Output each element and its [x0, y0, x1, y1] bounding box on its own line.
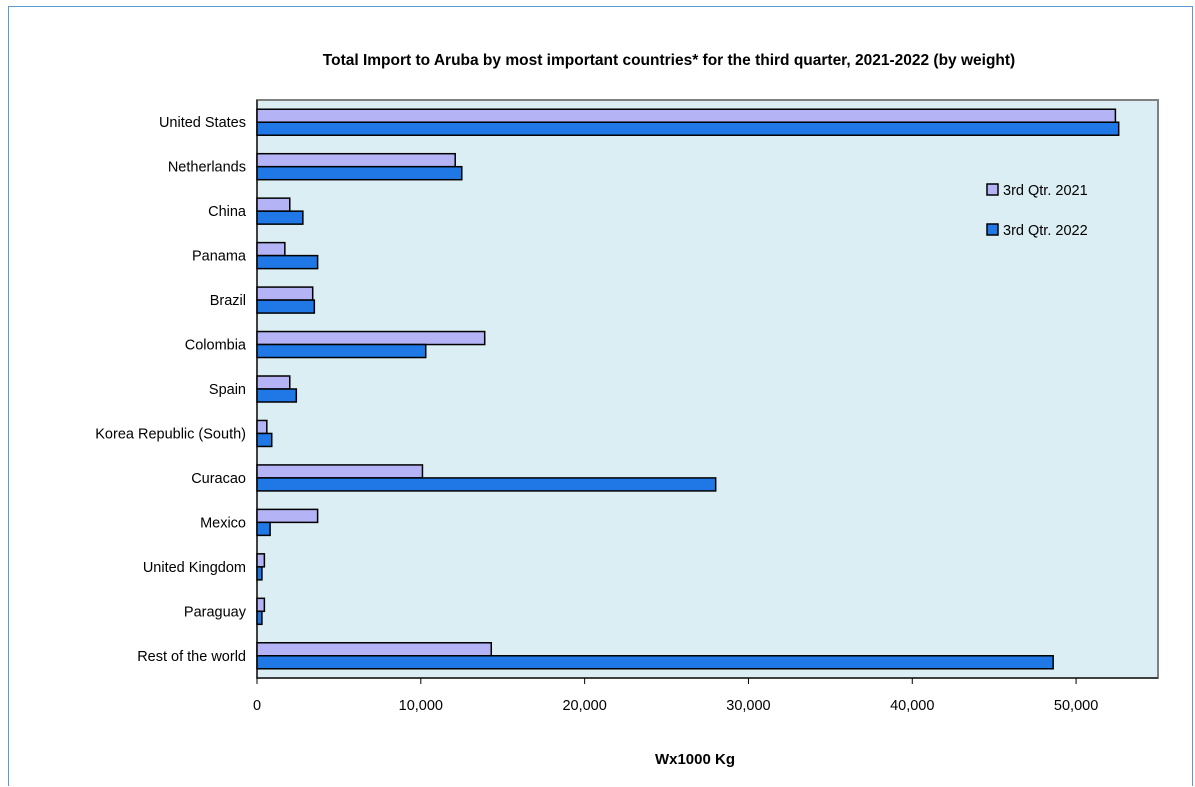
- bar-korea-republic-south-3rd-qtr-2021: [256, 419, 268, 435]
- legend-label-3rd-qtr-2022: 3rd Qtr. 2022: [1003, 223, 1088, 239]
- category-label-mexico: Mexico: [200, 515, 246, 531]
- bar-spain-3rd-qtr-2021: [256, 375, 291, 390]
- bar-china-3rd-qtr-2021: [256, 197, 291, 212]
- x-tick-label: 40,000: [890, 698, 934, 714]
- bar-panama-3rd-qtr-2021: [256, 241, 286, 257]
- x-tick-label: 50,000: [1054, 698, 1098, 714]
- bar-united-kingdom-3rd-qtr-2021: [256, 553, 266, 568]
- bar-paraguay-3rd-qtr-2022: [256, 610, 263, 626]
- bar-brazil-3rd-qtr-2022: [256, 299, 316, 314]
- category-label-united-states: United States: [159, 115, 246, 131]
- category-labels: United States Netherlands China Panama Brazi…: [95, 115, 247, 665]
- bar-chart: Total Import to Aruba by most important …: [95, 52, 1159, 768]
- chart-frame: Total Import to Aruba by most important …: [8, 6, 1193, 786]
- bar-curacao-3rd-qtr-2021: [256, 464, 424, 479]
- bar-china-3rd-qtr-2022: [256, 210, 304, 225]
- category-label-netherlands: Netherlands: [168, 160, 246, 176]
- category-label-panama: Panama: [192, 249, 247, 265]
- x-tick-label: 30,000: [726, 698, 770, 714]
- category-label-rest-of-the-world: Rest of the world: [137, 649, 246, 665]
- category-label-china: China: [208, 204, 247, 220]
- bar-colombia-3rd-qtr-2021: [256, 330, 486, 346]
- bar-korea-republic-south-3rd-qtr-2022: [256, 432, 273, 448]
- category-label-brazil: Brazil: [210, 293, 246, 309]
- bar-mexico-3rd-qtr-2021: [256, 508, 319, 524]
- x-tick-label: 20,000: [562, 698, 606, 714]
- bar-curacao-3rd-qtr-2022: [256, 477, 717, 492]
- x-tick-label: 10,000: [399, 698, 443, 714]
- legend-label-3rd-qtr-2021: 3rd Qtr. 2021: [1003, 183, 1088, 199]
- bar-brazil-3rd-qtr-2021: [256, 286, 314, 301]
- legend-swatch-3rd-qtr-2021: [986, 183, 999, 196]
- bar-united-states-3rd-qtr-2021: [256, 108, 1117, 123]
- bar-panama-3rd-qtr-2022: [256, 254, 319, 270]
- category-label-united-kingdom: United Kingdom: [143, 560, 246, 576]
- bar-paraguay-3rd-qtr-2021: [256, 597, 266, 613]
- legend-swatch-3rd-qtr-2022: [986, 223, 999, 236]
- bar-netherlands-3rd-qtr-2022: [256, 165, 463, 181]
- category-label-colombia: Colombia: [185, 338, 247, 354]
- bar-rest-of-the-world-3rd-qtr-2022: [256, 655, 1054, 670]
- x-axis-title: Wx1000 Kg: [655, 751, 735, 768]
- bar-united-states-3rd-qtr-2022: [256, 121, 1120, 136]
- bar-spain-3rd-qtr-2022: [256, 388, 298, 403]
- bar-mexico-3rd-qtr-2022: [256, 521, 271, 537]
- plot-area: [256, 99, 1159, 679]
- category-label-curacao: Curacao: [191, 471, 246, 487]
- category-label-paraguay: Paraguay: [184, 604, 247, 620]
- bar-netherlands-3rd-qtr-2021: [256, 152, 456, 168]
- category-label-spain: Spain: [209, 382, 246, 398]
- chart-title: Total Import to Aruba by most important …: [323, 52, 1015, 69]
- bar-united-kingdom-3rd-qtr-2022: [256, 566, 263, 581]
- bar-colombia-3rd-qtr-2022: [256, 343, 427, 359]
- x-axis-ticks: 0 10,000 20,000 30,000 40,000 50,000: [253, 678, 1098, 714]
- category-label-korea-republic-south: Korea Republic (South): [95, 426, 246, 442]
- legend: 3rd Qtr. 2021 3rd Qtr. 2022: [986, 183, 1088, 239]
- bar-rest-of-the-world-3rd-qtr-2021: [256, 642, 493, 657]
- x-tick-label: 0: [253, 698, 261, 714]
